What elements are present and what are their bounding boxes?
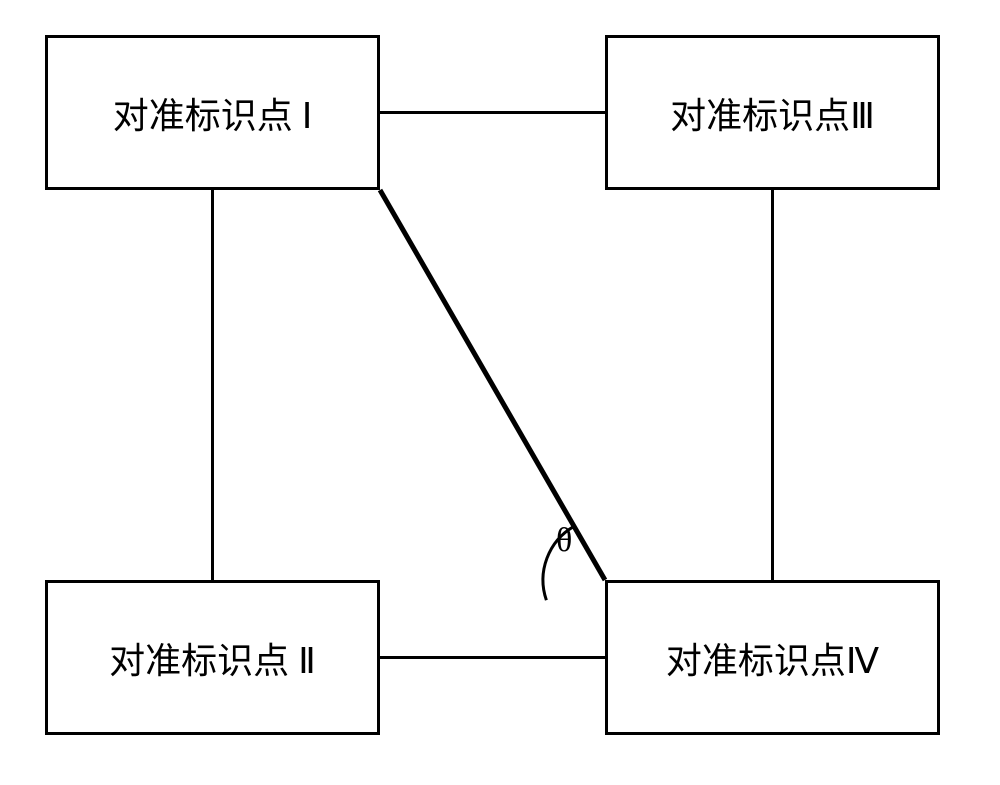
- node-label: 对准标识点Ⅲ: [670, 87, 875, 139]
- node-n2: 对准标识点 Ⅱ: [45, 580, 380, 735]
- node-label: 对准标识点 Ⅰ: [113, 87, 313, 139]
- angle-label-theta: θ: [556, 522, 572, 560]
- node-label: 对准标识点Ⅳ: [666, 632, 879, 684]
- node-label: 对准标识点 Ⅱ: [109, 632, 316, 684]
- node-n1: 对准标识点 Ⅰ: [45, 35, 380, 190]
- node-n4: 对准标识点Ⅳ: [605, 580, 940, 735]
- node-n3: 对准标识点Ⅲ: [605, 35, 940, 190]
- diagram-container: 对准标识点 Ⅰ 对准标识点 Ⅱ 对准标识点Ⅲ 对准标识点Ⅳ θ: [0, 0, 1000, 785]
